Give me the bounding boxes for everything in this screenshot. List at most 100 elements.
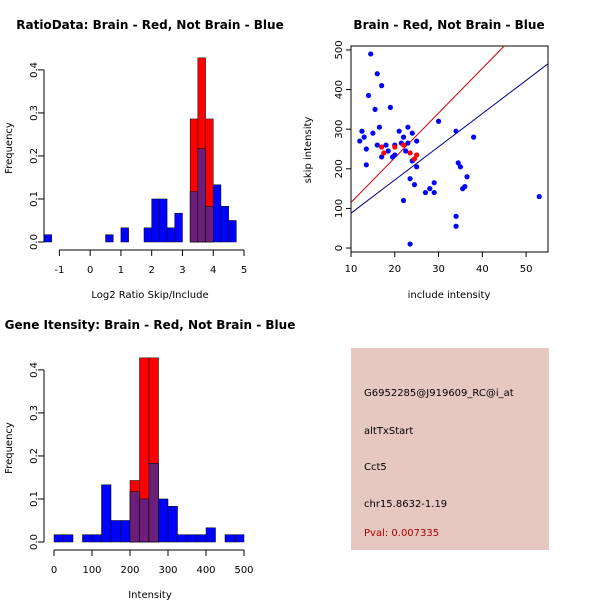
scatter-point-not-brain [372, 106, 378, 112]
scatter-x-tick-label: 50 [520, 264, 533, 275]
ratio-bar-not-brain [166, 227, 176, 243]
scatter-point-not-brain [363, 146, 369, 152]
scatter-point-not-brain [407, 176, 413, 182]
intensity-y-tick-label: 0.2 [29, 448, 40, 464]
scatter-point-not-brain [387, 104, 393, 111]
scatter-point-brain [392, 144, 398, 150]
ratio-bar-not-brain [220, 206, 229, 243]
scatter-point-not-brain [431, 189, 437, 196]
ratio-bar-overlap [197, 148, 206, 243]
scatter-point-not-brain [414, 138, 420, 144]
scatter-point-not-brain [363, 162, 369, 168]
scatter-point-not-brain [405, 140, 411, 146]
scatter-point-not-brain [385, 148, 391, 154]
gene-name: Cct5 [364, 462, 387, 473]
ratio-bar-not-brain [43, 234, 52, 243]
intensity-scatter-title: Brain - Red, Not Brain - Blue [353, 18, 544, 32]
intensity-bar-not-brain [82, 534, 93, 543]
ratio-bar-not-brain [212, 184, 222, 243]
intensity-bar-not-brain [177, 534, 188, 543]
scatter-point-not-brain [376, 124, 383, 130]
scatter-point-not-brain [379, 154, 385, 160]
info-panel: G6952285@J919609_RC@i_at altTxStart Cct5… [351, 348, 549, 550]
scatter-x-tick-label: 30 [432, 264, 445, 275]
info-panel-background [351, 348, 549, 550]
fit-line-blue [350, 63, 549, 214]
ratio-bar-not-brain [228, 220, 237, 243]
scatter-point-not-brain [400, 134, 407, 140]
ratio-bar-not-brain [105, 234, 114, 243]
intensity-histogram-title: Gene Itensity: Brain - Red, Not Brain - … [5, 318, 296, 332]
intensity-bar-not-brain [224, 534, 235, 543]
scatter-point-not-brain [455, 160, 461, 166]
intensity-histogram-xlabel: Intensity [128, 590, 172, 600]
scatter-y-tick-label: 100 [334, 199, 345, 218]
scatter-point-not-brain [405, 124, 411, 130]
ratio-x-tick-label: 4 [210, 265, 216, 276]
intensity-bar-not-brain [120, 520, 131, 543]
intensity-bar-not-brain [63, 534, 74, 543]
intensity-y-tick-label: 0.3 [29, 405, 40, 421]
scatter-point-not-brain [453, 223, 459, 229]
intensity-bar-not-brain [186, 534, 197, 543]
scatter-point-not-brain [457, 164, 464, 170]
ratio-bar-not-brain [143, 227, 152, 243]
ratio-histogram-title: RatioData: Brain - Red, Not Brain - Blue [16, 18, 283, 32]
ratio-bar-not-brain [151, 198, 160, 243]
ratio-histogram-ylabel: Frequency [4, 122, 15, 174]
ratio-histogram-bars [43, 57, 237, 243]
scatter-point-not-brain [368, 51, 374, 57]
intensity-y-tick-label: 0.1 [29, 491, 40, 507]
intensity-bar-not-brain [205, 527, 216, 543]
intensity-y-tick-label: 0.0 [29, 534, 40, 550]
scatter-point-not-brain [392, 152, 398, 158]
scatter-point-not-brain [365, 92, 372, 99]
p-value: Pval: 0.007335 [364, 528, 439, 539]
ratio-histogram-xlabel: Log2 Ratio Skip/Include [91, 290, 208, 301]
scatter-y-tick-label: 400 [334, 80, 345, 99]
intensity-bar-not-brain [101, 484, 112, 543]
fit-line-red [350, 45, 505, 203]
ratio-x-tick-label: 2 [149, 265, 155, 276]
intensity-bar-not-brain [234, 534, 245, 543]
intensity-x-tick-label: 200 [120, 565, 139, 576]
ratio-bar-not-brain [120, 227, 129, 243]
scatter-point-brain [411, 156, 418, 162]
intensity-x-tick-label: 0 [51, 565, 57, 576]
scatter-point-not-brain [370, 130, 376, 136]
intensity-bar-overlap [129, 491, 140, 543]
scatter-y-tick-label: 0 [334, 245, 345, 251]
scatter-point-not-brain [403, 148, 409, 154]
intensity-x-tick-label: 300 [158, 565, 177, 576]
ratio-y-tick-label: 0.0 [29, 234, 40, 250]
intensity-x-tick-label: 400 [196, 565, 215, 576]
scatter-ylabel: skip intensity [303, 117, 314, 184]
scatter-point-not-brain [361, 134, 367, 140]
ratio-histogram-axes: -1 0 1 2 3 4 5 0.0 0.1 0.2 0.3 0.4 [29, 62, 247, 276]
ratio-bar-not-brain [174, 212, 183, 243]
scatter-point-not-brain [383, 142, 389, 148]
scatter-point-not-brain [462, 184, 468, 190]
scatter-point-not-brain [411, 182, 418, 188]
scatter-point-brain [381, 150, 387, 156]
intensity-bar-not-brain [91, 534, 102, 543]
scatter-fit-lines [350, 45, 549, 214]
intensity-bar-not-brain [53, 534, 64, 543]
scatter-point-not-brain [414, 164, 420, 170]
ratio-x-tick-label: 0 [87, 265, 93, 276]
scatter-point-brain [407, 150, 413, 156]
scatter-x-tick-label: 40 [476, 264, 489, 275]
scatter-y-tick-label: 200 [334, 159, 345, 178]
scatter-point-not-brain [374, 142, 380, 148]
scatter-point-brain [414, 152, 420, 158]
scatter-point-not-brain [422, 189, 429, 196]
scatter-point-not-brain [435, 118, 442, 124]
intensity-x-tick-label: 100 [82, 565, 101, 576]
event-type: altTxStart [364, 426, 413, 437]
ratio-y-tick-label: 0.2 [29, 148, 40, 164]
scatter-point-not-brain [409, 130, 415, 136]
ratio-x-tick-label: 1 [118, 265, 124, 276]
intensity-scatter: Brain - Red, Not Brain - Blue 10 20 30 40 50… [303, 18, 549, 301]
scatter-y-tick-label: 500 [334, 40, 345, 59]
